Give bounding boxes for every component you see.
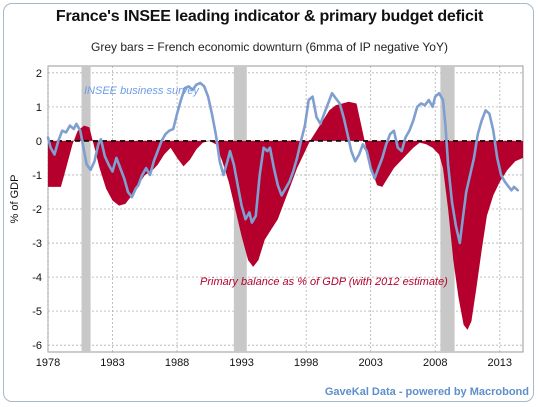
y-tick-label: 1	[36, 102, 42, 114]
y-tick-label: 0	[36, 136, 42, 148]
y-tick-label: -5	[32, 306, 42, 318]
x-tick-label: 1978	[36, 357, 60, 369]
insee-survey-line	[46, 81, 520, 245]
x-tick-label: 2008	[423, 357, 447, 369]
x-tick-label: 1988	[165, 357, 189, 369]
x-tick-label: 1983	[100, 357, 124, 369]
primary-balance-annotation: Primary balance as % of GDP (with 2012 e…	[200, 276, 448, 288]
y-tick-label: -3	[32, 238, 42, 250]
y-axis-label: % of GDP	[9, 175, 21, 224]
y-tick-label: -1	[32, 170, 42, 182]
x-tick-label: 1993	[229, 357, 253, 369]
y-tick-label: -4	[32, 272, 42, 284]
y-tick-label: -2	[32, 204, 42, 216]
x-tick-label: 2013	[488, 357, 512, 369]
x-tick-label: 1998	[294, 357, 318, 369]
chart-title: France's INSEE leading indicator & prima…	[55, 8, 484, 25]
recession-bar	[81, 66, 91, 352]
chart-subtitle: Grey bars = French economic downturn (6m…	[91, 40, 448, 54]
insee-annotation: INSEE business survey	[84, 85, 200, 97]
recession-bar	[440, 66, 455, 352]
primary-balance-area	[48, 101, 523, 330]
x-tick-label: 2003	[358, 357, 382, 369]
source-credit: GaveKal Data - powered by Macrobond	[324, 386, 529, 398]
y-tick-label: -6	[32, 340, 42, 352]
y-tick-label: 2	[36, 68, 42, 80]
